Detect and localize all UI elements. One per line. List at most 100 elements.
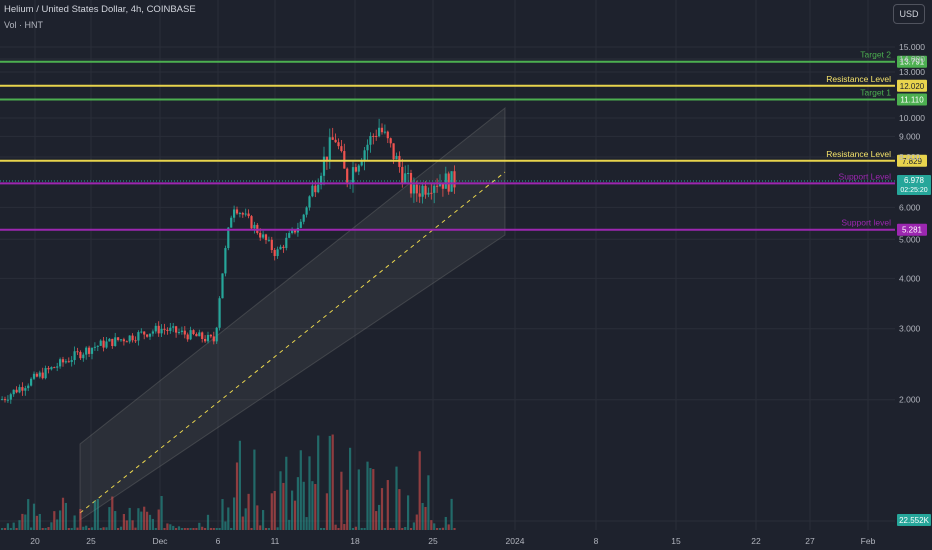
candle (64, 361, 67, 363)
volume-bar (146, 511, 149, 530)
candle (291, 229, 294, 234)
volume-bar (299, 450, 302, 530)
candle (282, 246, 285, 248)
candle (276, 249, 279, 257)
volume-bar (169, 524, 172, 530)
level-tag-2 (897, 93, 927, 106)
volume-bar (389, 528, 392, 530)
y-tick-label: 6.000 (899, 202, 921, 212)
volume-bar (108, 507, 111, 530)
volume-bar (12, 522, 15, 530)
volume-bar (447, 524, 450, 530)
x-tick-label: 11 (271, 536, 280, 546)
candle (238, 213, 241, 215)
candle (215, 327, 218, 342)
volume-bar (247, 493, 250, 530)
candle (6, 399, 9, 401)
candle (378, 127, 381, 137)
candle (224, 248, 227, 274)
volume-bar (343, 524, 346, 530)
volume-bar (175, 528, 178, 530)
candle (180, 330, 183, 333)
candle (61, 359, 65, 363)
volume-bar (418, 451, 421, 530)
candle (154, 325, 157, 332)
candle (322, 156, 326, 176)
candle (218, 298, 221, 328)
candle (15, 389, 18, 393)
candle (369, 135, 372, 145)
volume-bar (264, 528, 268, 530)
volume-bar (378, 504, 381, 530)
candle (189, 330, 192, 340)
volume-bar (204, 528, 207, 530)
candle (67, 361, 70, 363)
candle (346, 168, 349, 184)
candle (41, 372, 44, 379)
volume-bar (111, 496, 114, 530)
candle (44, 368, 47, 379)
volume-bar (85, 525, 88, 530)
volume-bar (27, 499, 30, 530)
volume-bar (114, 511, 117, 530)
volume-bar (369, 468, 372, 530)
volume-bar (59, 510, 62, 530)
volume-bar (140, 511, 143, 530)
candle (192, 330, 195, 335)
level-label-0: Target 2 (860, 50, 891, 60)
volume-tag (897, 514, 931, 526)
currency-button[interactable]: USD (893, 4, 925, 24)
y-tick-label: 8.000 (899, 152, 921, 162)
volume-bar (76, 527, 79, 530)
volume-bar (273, 490, 276, 530)
candle (93, 346, 96, 348)
volume-bar (325, 493, 328, 530)
candle (76, 351, 79, 353)
candle (201, 332, 204, 339)
y-tick-label: 3.000 (899, 324, 921, 334)
volume-bar (44, 528, 47, 530)
level-tag-text-2: 11.110 (900, 96, 924, 105)
volume-indicator-label[interactable]: Vol · HNT (4, 20, 44, 30)
candle (198, 332, 201, 337)
volume-bar (351, 528, 355, 530)
level-label-3: Resistance Level (826, 149, 891, 159)
y-tick-label: 10.000 (899, 113, 925, 123)
candle (244, 213, 247, 215)
candle (308, 196, 311, 208)
volume-bar (21, 513, 24, 530)
x-tick-label: 18 (350, 536, 360, 546)
candle (386, 131, 389, 139)
candle (82, 354, 85, 359)
candle (157, 325, 160, 334)
candle (131, 335, 134, 341)
current-price-countdown: 02:25:20 (900, 187, 927, 194)
candle (444, 173, 447, 189)
volume-bar (70, 528, 73, 530)
candle (206, 334, 210, 342)
candle (430, 192, 433, 194)
x-tick-label: 25 (86, 536, 96, 546)
candle (169, 327, 172, 331)
candle (331, 137, 334, 140)
candle (334, 139, 337, 143)
level-tag-text-1: 12.020 (900, 82, 925, 91)
volume-bar (433, 523, 436, 530)
level-tag-1 (897, 79, 927, 92)
y-tick-label: 5.000 (899, 234, 921, 244)
volume-bar (134, 527, 137, 530)
current-price-value: 6.978 (904, 176, 925, 185)
candle (404, 173, 407, 184)
volume-bar (320, 528, 323, 530)
candle (401, 166, 404, 184)
candle (24, 388, 27, 391)
volume-bar (308, 456, 311, 530)
volume-bar (412, 522, 415, 530)
candle (383, 131, 386, 133)
y-tick-label: 9.000 (899, 131, 921, 141)
volume-bar (424, 506, 427, 530)
y-tick-label: 4.000 (899, 273, 921, 283)
volume-bar (41, 528, 44, 530)
candle (395, 155, 398, 160)
